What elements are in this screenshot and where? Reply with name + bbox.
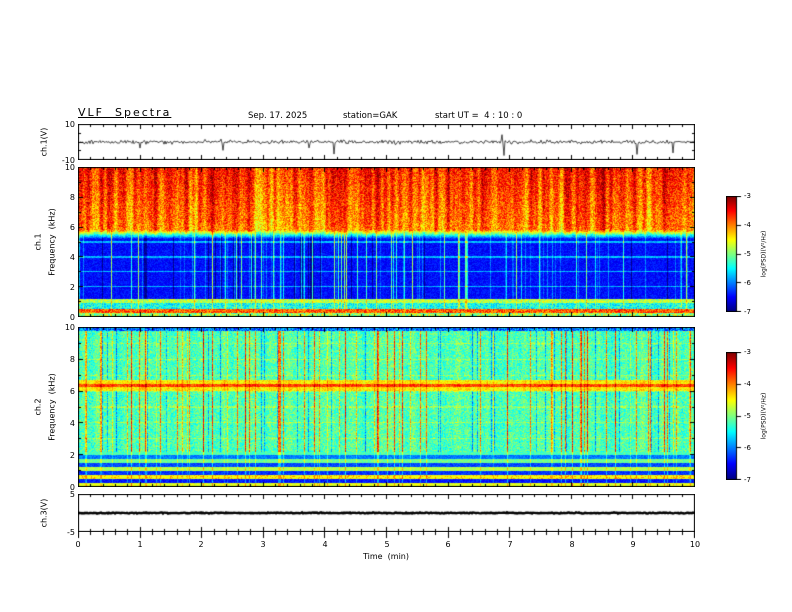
x-tick-label: 6: [445, 540, 451, 549]
colorbar-tick-label: -4: [744, 380, 751, 388]
x-tick-label: 2: [198, 540, 204, 549]
figure-start-ut: start UT = 4 : 10 : 0: [435, 111, 523, 121]
x-tick-label: 9: [630, 540, 636, 549]
y-tick-label: 2: [69, 451, 75, 460]
x-tick-label: 0: [75, 540, 81, 549]
x-tick-label: 5: [384, 540, 390, 549]
ch2-channel-label: ch.2: [33, 398, 43, 416]
ch2-frequency-axis-label: Frequency (kHz): [47, 373, 57, 441]
figure-date: Sep. 17. 2025: [248, 111, 308, 121]
ch1-waveform-canvas: [78, 124, 695, 160]
colorbar-ch1: [726, 196, 742, 312]
y-tick-label: 6: [69, 387, 75, 396]
x-tick-label: 3: [260, 540, 266, 549]
colorbar-tick-label: -7: [744, 308, 751, 316]
colorbar-tick-label: -5: [744, 250, 751, 258]
figure-station: station=GAK: [343, 111, 398, 121]
y-tick-label: 6: [69, 223, 75, 232]
y-tick-label: 8: [69, 193, 75, 202]
y-tick-label: -5: [67, 528, 75, 537]
y-tick-label: 5: [69, 490, 75, 499]
colorbar-tick-label: -5: [744, 412, 751, 420]
ch1-frequency-axis-label: Frequency (kHz): [47, 208, 57, 276]
ch1-voltage-axis-label: ch.1(V): [39, 127, 49, 157]
colorbar-tick-label: -6: [744, 279, 751, 287]
y-tick-label: 0: [69, 483, 75, 492]
x-tick-label: 8: [569, 540, 575, 549]
x-tick-label: 10: [689, 540, 701, 549]
x-axis-ticks: [78, 532, 695, 540]
colorbar-tick-label: -3: [744, 348, 751, 356]
y-tick-label: 10: [64, 163, 75, 172]
y-tick-label: 4: [69, 419, 75, 428]
figure-title: VLF Spectra: [78, 106, 172, 119]
colorbar-ch2: [726, 352, 742, 480]
y-tick-label: 0: [69, 313, 75, 322]
x-tick-label: 7: [507, 540, 513, 549]
y-tick-label: 2: [69, 283, 75, 292]
ch3-waveform-canvas: [78, 494, 695, 532]
ch2-spectrogram-canvas: [78, 327, 695, 487]
y-tick-label: 4: [69, 253, 75, 262]
y-tick-label: 8: [69, 355, 75, 364]
y-tick-label: 10: [64, 120, 75, 129]
x-tick-label: 1: [137, 540, 143, 549]
colorbar-tick-label: -3: [744, 192, 751, 200]
x-axis-label: Time (min): [363, 552, 409, 561]
ch3-voltage-axis-label: ch.3(V): [39, 498, 49, 528]
ch1-channel-label: ch.1: [33, 233, 43, 251]
colorbar-tick-label: -4: [744, 221, 751, 229]
colorbar-tick-label: -7: [744, 476, 751, 484]
colorbar-tick-label: -6: [744, 444, 751, 452]
ch1-spectrogram-canvas: [78, 167, 695, 317]
colorbar-unit-label: log(PSD)(V²/Hz): [760, 392, 768, 440]
colorbar-unit-label: log(PSD)(V²/Hz): [760, 230, 768, 278]
y-tick-label: -10: [61, 156, 75, 165]
y-tick-label: 10: [64, 323, 75, 332]
x-tick-label: 4: [322, 540, 328, 549]
